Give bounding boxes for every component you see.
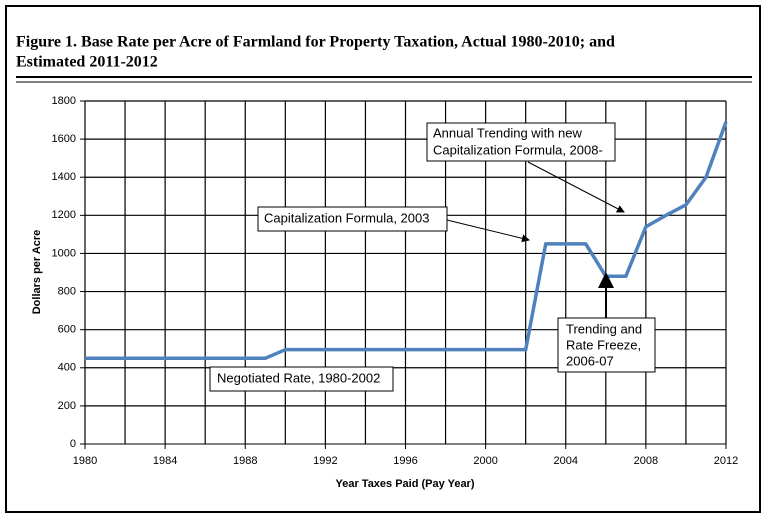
annotation-text: Capitalization Formula, 2003 [264, 210, 429, 225]
y-tick-label: 1200 [52, 209, 76, 221]
x-tick-label: 1992 [313, 455, 337, 467]
annotation-text: Capitalization Formula, 2008- [433, 142, 603, 157]
x-tick-label: 2000 [473, 455, 497, 467]
annotation-text: 2006-07 [566, 353, 614, 368]
x-axis-label: Year Taxes Paid (Pay Year) [335, 478, 474, 490]
y-tick-label: 800 [58, 285, 76, 297]
annotation: Trending and Rate Freeze, 2006-07 [557, 272, 656, 373]
annotation-box [209, 366, 394, 392]
y-tick-label: 600 [58, 324, 76, 336]
x-tick-label: 1984 [153, 455, 177, 467]
annotation-box [557, 317, 656, 373]
x-tick-label: 1980 [73, 455, 97, 467]
chart-title: Estimated 2011-2012 [16, 54, 158, 71]
annotation-box [426, 122, 616, 162]
x-tick-label: 1996 [393, 455, 417, 467]
y-tick-label: 1600 [52, 133, 76, 145]
y-tick-label: 0 [70, 438, 76, 450]
annotation: Capitalization Formula, 2003 [257, 206, 530, 243]
annotation-text: Rate Freeze, [566, 337, 641, 352]
annotation: Negotiated Rate, 1980-2002 [209, 366, 394, 392]
plot: 0 200 400 600 800 1000 1200 1400 1600 1800 1980 198… [52, 95, 739, 467]
x-tick-label: 1988 [233, 455, 257, 467]
chart-title: Figure 1. Base Rate per Acre of Farmland… [16, 34, 615, 51]
y-axis-label: Dollars per Acre [31, 230, 43, 315]
y-tick-label: 200 [58, 400, 76, 412]
y-tick-label: 1400 [52, 171, 76, 183]
x-tick-label: 2008 [634, 455, 658, 467]
arrow [446, 219, 530, 243]
annotation-text: Annual Trending with new [433, 125, 582, 140]
x-tick-label: 2004 [554, 455, 578, 467]
y-tick-label: 1800 [52, 95, 76, 107]
annotation-text: Trending and [566, 321, 642, 336]
x-tick-label: 2012 [714, 455, 738, 467]
annotation: Annual Trending with new Capitalization … [426, 122, 625, 213]
data-line [85, 121, 728, 360]
frame [5, 5, 761, 513]
y-tick-label: 400 [58, 362, 76, 374]
arrow [527, 161, 625, 213]
y-tick-label: 1000 [52, 247, 76, 259]
annotation-text: Negotiated Rate, 1980-2002 [217, 370, 380, 385]
annotation-box [257, 206, 448, 232]
